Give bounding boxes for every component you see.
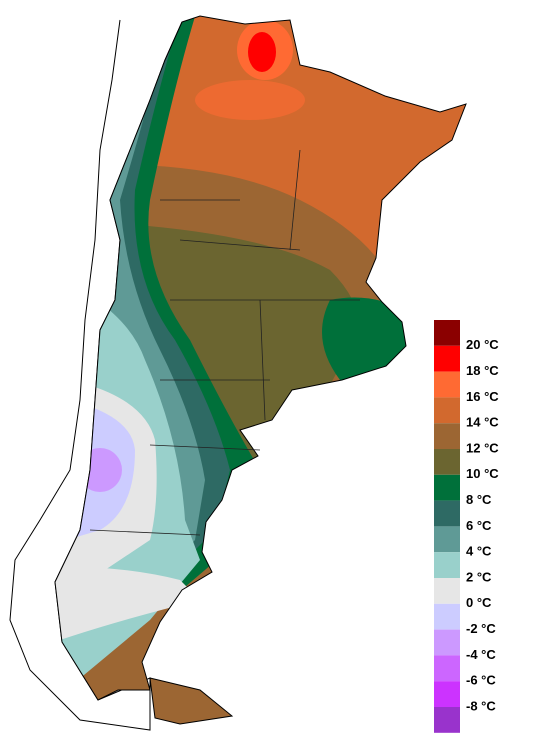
legend-swatch xyxy=(434,474,460,501)
legend-swatch xyxy=(434,578,460,604)
legend: 20 °C 18 °C 16 °C 14 °C 12 °C 10 °C 8 °C 6 °C 4 … xyxy=(434,320,499,733)
legend-label: 20 °C xyxy=(466,337,499,352)
legend-label: 16 °C xyxy=(466,389,499,404)
legend-label: -8 °C xyxy=(466,698,496,713)
legend-label: 12 °C xyxy=(466,440,499,455)
province-borders xyxy=(89,149,360,536)
legend-label: 8 °C xyxy=(466,492,492,507)
legend-label: 2 °C xyxy=(466,569,492,584)
legend-label: 14 °C xyxy=(466,415,499,430)
legend-swatch xyxy=(434,320,460,346)
legend-swatch xyxy=(434,423,460,449)
legend-label: -6 °C xyxy=(466,673,496,688)
legend-swatch xyxy=(434,526,460,553)
legend-label: -4 °C xyxy=(466,647,496,662)
legend-label: 0 °C xyxy=(466,595,492,610)
legend-swatch xyxy=(434,371,460,398)
legend-swatch xyxy=(434,449,460,475)
legend-label: 18 °C xyxy=(466,363,499,378)
legend-label: -2 °C xyxy=(466,621,496,636)
legend-label: 10 °C xyxy=(466,466,499,481)
legend-swatch xyxy=(434,707,460,733)
legend-swatch xyxy=(434,655,460,682)
legend-label: 4 °C xyxy=(466,544,492,559)
legend-swatch xyxy=(434,552,460,578)
legend-swatch xyxy=(434,629,460,656)
legend-label: 6 °C xyxy=(466,518,492,533)
legend-swatch xyxy=(434,500,460,527)
legend-swatch xyxy=(434,681,460,707)
legend-swatch xyxy=(434,397,460,424)
legend-swatch xyxy=(434,603,460,630)
legend-swatch xyxy=(434,345,460,372)
